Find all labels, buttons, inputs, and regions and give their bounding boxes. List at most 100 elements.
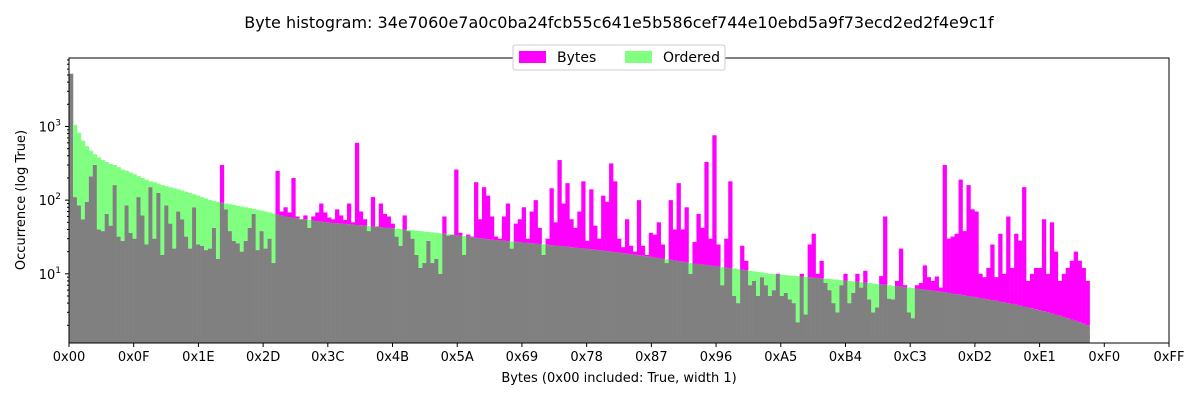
bar-overlap bbox=[244, 241, 248, 343]
bar-bytes bbox=[279, 212, 283, 216]
bar-overlap bbox=[835, 312, 839, 343]
bar-ordered bbox=[430, 232, 434, 263]
bar-overlap bbox=[1030, 308, 1034, 343]
bar-bytes bbox=[951, 237, 955, 294]
bar-overlap bbox=[796, 322, 800, 343]
bar-overlap bbox=[347, 224, 351, 343]
bar-ordered bbox=[788, 275, 792, 299]
bar-overlap bbox=[85, 202, 89, 343]
bar-overlap bbox=[923, 290, 927, 343]
bar-overlap bbox=[466, 237, 470, 343]
bar-overlap bbox=[510, 249, 514, 343]
bar-overlap bbox=[339, 224, 343, 343]
bar-overlap bbox=[792, 303, 796, 343]
bar-overlap bbox=[1006, 303, 1010, 343]
bar-bytes bbox=[323, 212, 327, 222]
bar-overlap bbox=[172, 249, 176, 343]
bar-overlap bbox=[546, 245, 550, 343]
bar-bytes bbox=[959, 180, 963, 295]
bar-bytes bbox=[315, 212, 319, 221]
bar-overlap bbox=[311, 220, 315, 343]
bar-ordered bbox=[835, 280, 839, 313]
bar-ordered bbox=[426, 232, 430, 241]
bar-bytes bbox=[530, 212, 534, 244]
bar-overlap bbox=[633, 255, 637, 343]
bar-bytes bbox=[327, 218, 331, 223]
bar-overlap bbox=[959, 295, 963, 343]
bar-overlap bbox=[69, 74, 73, 343]
bar-bytes bbox=[363, 219, 367, 225]
bar-overlap bbox=[319, 222, 323, 343]
bar-overlap bbox=[240, 252, 244, 343]
bar-overlap bbox=[963, 295, 967, 343]
bar-bytes bbox=[1034, 268, 1038, 309]
bar-overlap bbox=[430, 263, 434, 343]
bar-bytes bbox=[546, 239, 550, 245]
bar-ordered bbox=[176, 189, 180, 211]
bar-overlap bbox=[839, 285, 843, 343]
bar-overlap bbox=[327, 223, 331, 343]
bar-overlap bbox=[970, 297, 974, 343]
bar-overlap bbox=[514, 242, 518, 343]
bar-overlap bbox=[105, 214, 109, 343]
bar-overlap bbox=[1078, 322, 1082, 343]
bar-overlap bbox=[812, 278, 816, 343]
bar-ordered bbox=[208, 200, 212, 248]
bar-bytes bbox=[1062, 274, 1066, 317]
bar-ordered bbox=[117, 167, 121, 236]
bar-overlap bbox=[363, 226, 367, 343]
bar-overlap bbox=[109, 226, 113, 343]
bar-overlap bbox=[673, 260, 677, 343]
bar-overlap bbox=[696, 264, 700, 343]
bar-overlap bbox=[152, 239, 156, 343]
bar-ordered bbox=[831, 279, 835, 303]
bar-overlap bbox=[1062, 317, 1066, 343]
bar-bytes bbox=[609, 163, 613, 251]
bar-overlap bbox=[359, 225, 363, 343]
bar-bytes bbox=[557, 160, 561, 246]
x-tick-label: 0x4B bbox=[376, 350, 409, 365]
bar-bytes bbox=[645, 255, 649, 256]
bar-overlap bbox=[268, 239, 272, 343]
bar-overlap bbox=[506, 241, 510, 343]
bar-bytes bbox=[990, 244, 994, 300]
bar-overlap bbox=[391, 228, 395, 343]
bar-overlap bbox=[994, 301, 998, 343]
bar-ordered bbox=[228, 204, 232, 231]
bar-bytes bbox=[1042, 219, 1046, 311]
bar-bytes bbox=[843, 274, 847, 281]
bar-bytes bbox=[550, 188, 554, 245]
bar-ordered bbox=[772, 274, 776, 290]
bar-overlap bbox=[1034, 309, 1038, 343]
bar-ordered bbox=[109, 164, 113, 226]
bar-overlap bbox=[140, 215, 144, 343]
bar-bytes bbox=[605, 202, 609, 251]
bar-overlap bbox=[184, 237, 188, 343]
bar-ordered bbox=[875, 284, 879, 308]
bar-bytes bbox=[561, 204, 565, 247]
bar-overlap bbox=[303, 219, 307, 343]
bar-overlap bbox=[486, 239, 490, 343]
x-tick-label: 0x69 bbox=[506, 350, 539, 365]
bar-ordered bbox=[232, 205, 236, 241]
bar-bytes bbox=[740, 246, 744, 270]
bar-bytes bbox=[347, 204, 351, 225]
bar-bytes bbox=[335, 209, 339, 223]
bar-overlap bbox=[871, 312, 875, 343]
bar-bytes bbox=[303, 215, 307, 219]
bar-overlap bbox=[371, 226, 375, 343]
bar-ordered bbox=[105, 162, 109, 214]
bar-bytes bbox=[776, 274, 780, 275]
bar-ordered bbox=[164, 186, 168, 205]
bar-ordered bbox=[248, 208, 252, 228]
bar-overlap bbox=[1038, 310, 1042, 343]
bar-overlap bbox=[156, 193, 160, 343]
bar-overlap bbox=[279, 215, 283, 343]
bar-overlap bbox=[895, 286, 899, 343]
bar-ordered bbox=[93, 154, 97, 165]
bar-overlap bbox=[939, 292, 943, 343]
bar-overlap bbox=[494, 240, 498, 343]
x-tick-label: 0x1E bbox=[182, 350, 214, 365]
bar-ordered bbox=[796, 276, 800, 322]
bar-bytes bbox=[1038, 268, 1042, 310]
